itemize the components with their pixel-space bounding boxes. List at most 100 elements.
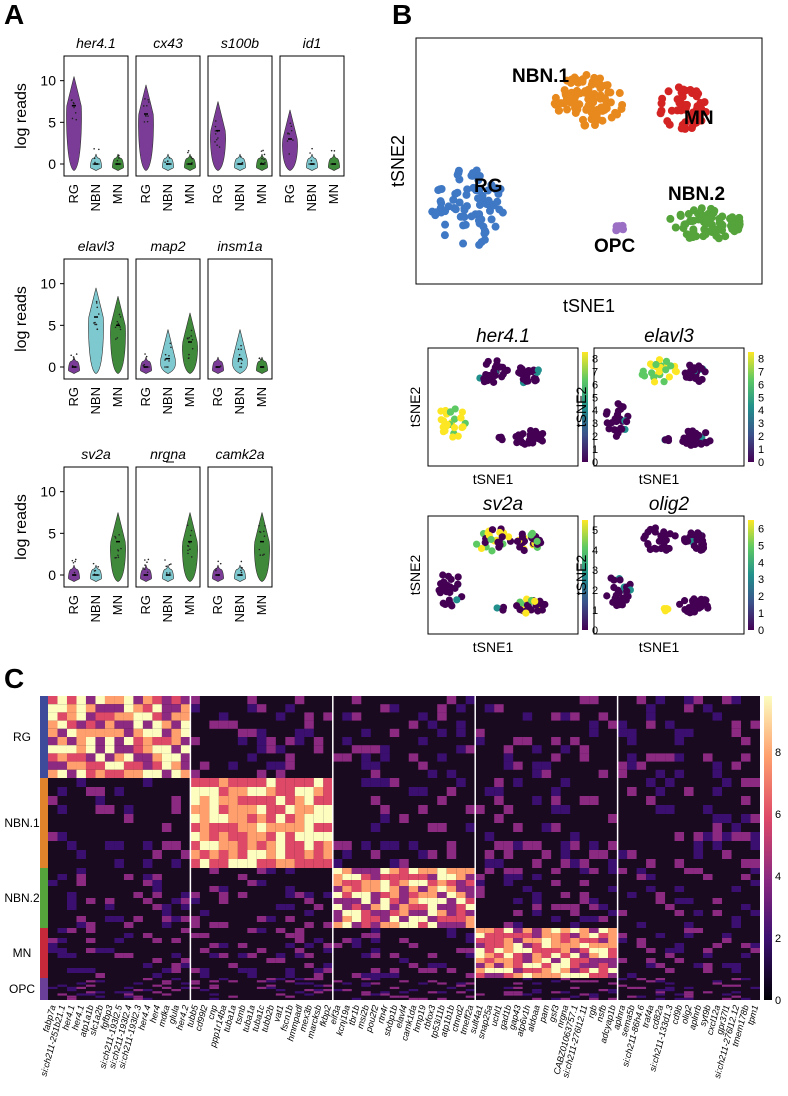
heatmap-cell — [551, 868, 561, 874]
colorbar-tick-label: 2 — [758, 591, 764, 603]
heatmap-cell — [522, 886, 533, 892]
tsne-point — [602, 104, 611, 113]
heatmap-cell — [636, 986, 647, 989]
heatmap-cell — [256, 980, 267, 983]
heatmap-cell — [66, 728, 77, 737]
heatmap-cell — [218, 943, 229, 948]
heatmap-gene-label: rgb — [586, 1004, 599, 1019]
heatmap-cell — [418, 805, 428, 814]
violin-point — [74, 112, 77, 114]
heatmap-cell — [560, 859, 571, 868]
heatmap-cell — [66, 704, 77, 713]
heatmap-cell — [636, 874, 647, 880]
violin-point — [188, 336, 191, 339]
heatmap-cell — [750, 720, 760, 729]
heatmap-cell — [475, 938, 485, 943]
violin-point — [93, 157, 96, 160]
tsne-small-point — [494, 538, 502, 546]
heatmap-cell — [85, 696, 96, 705]
violin-point — [264, 524, 266, 527]
violin-point — [217, 560, 219, 563]
heatmap-cell — [693, 841, 704, 850]
heatmap-cell — [228, 814, 238, 823]
tsne-small-point — [518, 533, 527, 541]
heatmap-cell — [399, 892, 409, 898]
violin-point — [94, 323, 96, 326]
heatmap-cell — [465, 880, 476, 886]
heatmap-cell — [617, 938, 628, 943]
heatmap-cell — [427, 823, 438, 832]
heatmap-cell — [247, 778, 257, 787]
heatmap-cell — [684, 997, 694, 1000]
heatmap-cell — [570, 948, 580, 953]
heatmap-cell — [741, 978, 751, 981]
heatmap-cell — [370, 993, 381, 996]
heatmap-gene-label: nsfb — [594, 1004, 608, 1023]
heatmap-cell — [313, 814, 324, 823]
heatmap-cell — [123, 953, 134, 958]
violin-ytick-label: 10 — [40, 73, 56, 89]
heatmap-cell — [684, 787, 694, 796]
heatmap-cell — [313, 745, 324, 754]
tsne-point — [657, 99, 666, 108]
tsne-point — [696, 99, 705, 108]
heatmap-cell — [494, 841, 504, 850]
violin-point — [119, 326, 121, 328]
violin-category-label: NBN — [160, 184, 175, 211]
tsne-small-point — [681, 597, 689, 605]
heatmap-cell — [541, 948, 552, 953]
heatmap-cell — [237, 953, 248, 958]
heatmap-cell — [522, 968, 533, 973]
colorbar-tick-label: 0 — [592, 457, 598, 469]
tsne-point — [572, 76, 581, 85]
heatmap-cell — [180, 916, 191, 922]
heatmap-cell — [617, 984, 628, 987]
tsne-small-point — [516, 606, 524, 614]
violin-category-label: RG — [210, 387, 225, 407]
heatmap-cell — [180, 737, 191, 746]
heatmap-cell — [133, 761, 143, 770]
tsne-point — [475, 240, 484, 249]
violin-point — [114, 557, 116, 559]
tsne-point — [689, 227, 698, 236]
heatmap-cell — [522, 938, 533, 943]
violin-point — [263, 553, 265, 556]
heatmap-cell — [247, 968, 257, 973]
heatmap-cell — [427, 769, 438, 778]
heatmap-cell — [465, 953, 476, 958]
heatmap-cell — [228, 841, 238, 850]
heatmap-cell — [237, 892, 248, 898]
violin-point — [72, 561, 75, 564]
heatmap-cell — [532, 796, 542, 805]
heatmap-cell — [674, 943, 685, 948]
heatmap-cell — [114, 745, 124, 754]
heatmap-cell — [551, 948, 561, 953]
heatmap-cell — [161, 720, 172, 729]
heatmap-cell — [275, 993, 286, 996]
heatmap-cell — [361, 991, 371, 994]
heatmap-cell — [199, 778, 210, 787]
heatmap-cell — [114, 953, 124, 958]
heatmap-cell — [608, 814, 618, 823]
heatmap-cell — [152, 696, 162, 705]
violin-shape — [234, 564, 246, 583]
heatmap-cell — [646, 753, 656, 762]
heatmap-cell — [579, 859, 590, 868]
heatmap-gene-label: cd9b — [670, 1004, 685, 1025]
tsne-small-point — [477, 544, 486, 553]
heatmap-cell — [579, 880, 590, 886]
violin-category-label: NBN — [160, 387, 175, 414]
heatmap-cell — [408, 787, 419, 796]
heatmap-cell — [152, 874, 162, 880]
tsne-point — [480, 226, 489, 235]
tsne-point — [596, 91, 605, 100]
heatmap-cell — [370, 916, 381, 922]
violin-point — [116, 159, 119, 162]
heatmap-cell — [446, 892, 457, 898]
heatmap-cell — [123, 933, 134, 938]
heatmap-cell — [114, 916, 124, 922]
heatmap-cell — [285, 886, 295, 892]
heatmap-cell — [57, 728, 67, 737]
tsne-point — [671, 223, 680, 232]
heatmap-cell — [589, 850, 599, 859]
